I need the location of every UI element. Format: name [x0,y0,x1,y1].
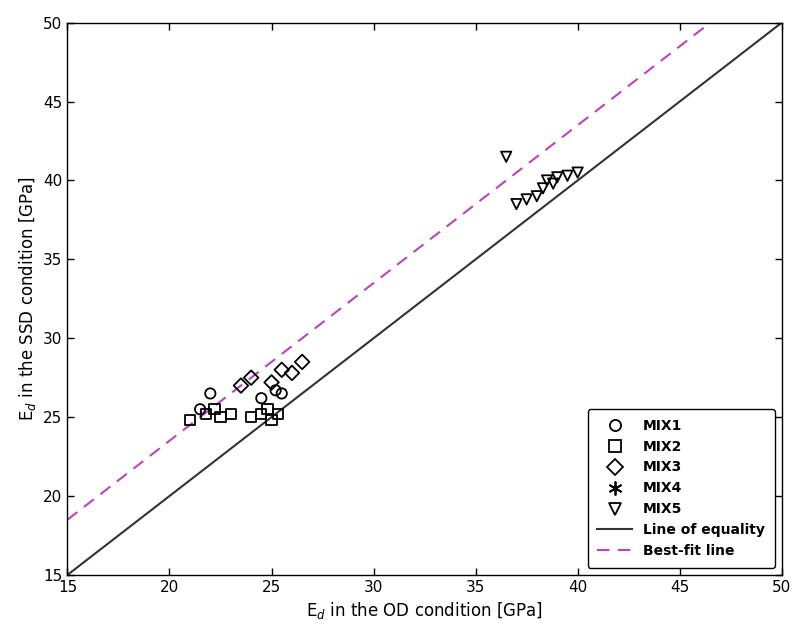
Point [357,286,370,296]
Point [255,409,267,419]
Point [265,415,278,426]
Point [388,278,401,288]
Point [225,409,238,419]
X-axis label: E$_d$ in the OD condition [GPa]: E$_d$ in the OD condition [GPa] [306,600,543,621]
Point [183,415,196,426]
Point [377,281,390,292]
Point [296,357,309,367]
Point [200,409,213,419]
Point [398,283,410,293]
Point [245,412,258,422]
Legend: MIX1, MIX2, MIX3, MIX4, MIX5, Line of equality, Best-fit line: MIX1, MIX2, MIX3, MIX4, MIX5, Line of eq… [587,409,775,568]
Point [269,385,282,396]
Point [285,368,298,378]
Point [551,172,564,182]
Point [412,290,425,300]
Point [499,152,512,162]
Point [392,279,405,290]
Point [261,404,274,414]
Point [561,170,574,181]
Point [537,183,549,193]
Point [510,199,523,209]
Point [367,283,380,293]
Point [547,179,560,189]
Point [408,289,421,299]
Point [541,175,553,186]
Point [265,377,278,387]
Point [204,389,217,399]
Point [276,389,288,399]
Y-axis label: E$_d$ in the SSD condition [GPa]: E$_d$ in the SSD condition [GPa] [17,176,38,421]
Point [530,191,543,202]
Point [271,409,284,419]
Point [276,365,288,375]
Point [234,380,247,390]
Point [208,404,221,414]
Point [214,412,227,422]
Point [571,167,584,177]
Point [255,393,267,403]
Point [245,373,258,383]
Point [520,195,533,205]
Point [194,404,207,414]
Point [418,305,431,315]
Point [404,286,417,296]
